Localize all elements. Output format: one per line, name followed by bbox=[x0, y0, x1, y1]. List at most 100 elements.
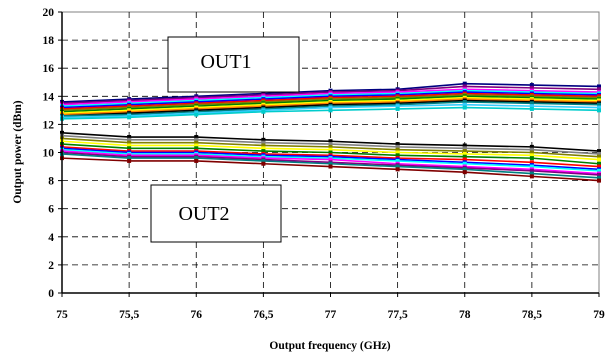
data-point bbox=[194, 146, 199, 151]
data-point bbox=[462, 170, 467, 175]
data-point bbox=[462, 105, 467, 110]
data-point bbox=[261, 137, 266, 142]
y-tick-label: 4 bbox=[48, 232, 54, 244]
x-tick-label: 79 bbox=[593, 309, 605, 321]
data-point bbox=[529, 150, 534, 155]
data-point bbox=[597, 178, 601, 183]
data-point bbox=[328, 150, 333, 155]
data-point bbox=[328, 161, 333, 166]
data-point bbox=[127, 156, 132, 161]
data-point bbox=[529, 156, 534, 161]
data-point bbox=[529, 147, 534, 152]
data-point bbox=[328, 142, 333, 147]
data-point bbox=[127, 137, 132, 142]
data-point bbox=[127, 115, 132, 120]
data-point bbox=[597, 149, 601, 154]
data-point bbox=[261, 109, 266, 114]
data-point bbox=[597, 102, 601, 107]
data-point bbox=[194, 158, 199, 163]
x-tick-label: 76,5 bbox=[253, 309, 273, 321]
x-tick-label: 75 bbox=[56, 309, 68, 321]
data-point bbox=[597, 154, 601, 159]
annotation-out1-box bbox=[167, 36, 300, 93]
data-point bbox=[127, 146, 132, 151]
y-tick-label: 0 bbox=[48, 288, 54, 300]
data-point bbox=[127, 140, 132, 145]
data-point bbox=[597, 108, 601, 113]
data-point bbox=[597, 161, 601, 166]
data-point bbox=[597, 151, 601, 156]
y-tick-label: 18 bbox=[43, 35, 55, 47]
data-point bbox=[597, 157, 601, 162]
x-tick-label: 75,5 bbox=[119, 309, 139, 321]
x-tick-label: 77,5 bbox=[388, 309, 408, 321]
data-point bbox=[462, 102, 467, 107]
y-tick-label: 20 bbox=[43, 7, 55, 19]
data-point bbox=[529, 104, 534, 109]
annotation-out2-text: OUT2 bbox=[178, 203, 229, 225]
data-point bbox=[462, 81, 467, 86]
data-point bbox=[462, 84, 467, 89]
data-point bbox=[328, 108, 333, 113]
data-point bbox=[395, 167, 400, 172]
x-tick-label: 76 bbox=[191, 309, 203, 321]
data-point bbox=[462, 143, 467, 148]
data-point bbox=[395, 104, 400, 109]
data-point bbox=[127, 158, 132, 163]
annotation-out1: OUT1 bbox=[167, 36, 300, 93]
data-point bbox=[529, 171, 534, 176]
data-point bbox=[261, 158, 266, 163]
data-point bbox=[328, 157, 333, 162]
data-point bbox=[194, 135, 199, 140]
data-point bbox=[462, 151, 467, 156]
x-tick-label: 78,5 bbox=[522, 309, 542, 321]
y-tick-label: 12 bbox=[43, 119, 55, 131]
annotation-out2-box bbox=[150, 184, 282, 243]
data-point bbox=[462, 149, 467, 154]
x-axis-title: Output frequency (GHz) bbox=[269, 340, 390, 352]
data-point bbox=[597, 164, 601, 169]
data-point bbox=[395, 153, 400, 158]
data-point bbox=[462, 146, 467, 151]
data-point bbox=[462, 157, 467, 162]
data-point bbox=[529, 101, 534, 106]
data-point bbox=[529, 144, 534, 149]
data-point bbox=[529, 164, 534, 169]
annotation-out2: OUT2 bbox=[150, 184, 282, 243]
data-point bbox=[529, 174, 534, 179]
x-tick-label: 78 bbox=[459, 309, 471, 321]
data-point bbox=[529, 168, 534, 173]
data-point bbox=[395, 158, 400, 163]
data-point bbox=[194, 137, 199, 142]
data-point bbox=[127, 143, 132, 148]
data-point bbox=[395, 150, 400, 155]
series-group bbox=[60, 81, 601, 183]
annotation-out1-text: OUT1 bbox=[200, 51, 251, 73]
data-point bbox=[261, 149, 266, 154]
data-point bbox=[529, 153, 534, 158]
data-point bbox=[395, 106, 400, 111]
data-point bbox=[462, 154, 467, 159]
data-point bbox=[261, 146, 266, 151]
data-point bbox=[328, 164, 333, 169]
series-out2-16 bbox=[60, 136, 601, 159]
data-point bbox=[328, 144, 333, 149]
data-point bbox=[261, 143, 266, 148]
data-point bbox=[462, 161, 467, 166]
y-tick-label: 6 bbox=[48, 204, 54, 216]
data-point bbox=[328, 105, 333, 110]
data-point bbox=[127, 135, 132, 140]
data-point bbox=[261, 140, 266, 145]
data-point bbox=[261, 161, 266, 166]
data-point bbox=[194, 143, 199, 148]
data-point bbox=[395, 147, 400, 152]
data-point bbox=[395, 164, 400, 169]
y-tick-label: 10 bbox=[43, 148, 55, 160]
data-point bbox=[529, 160, 534, 165]
data-point bbox=[395, 142, 400, 147]
y-tick-label: 8 bbox=[48, 176, 54, 188]
data-point bbox=[328, 147, 333, 152]
data-point bbox=[194, 156, 199, 161]
